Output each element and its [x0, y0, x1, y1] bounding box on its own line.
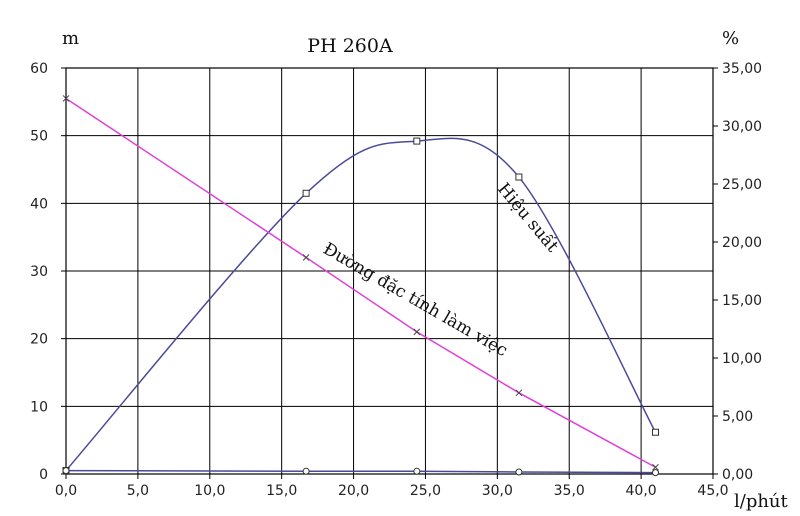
head-curve-annotation: Đường đặc tính làm việc	[320, 239, 511, 361]
left-axis-unit: m	[62, 28, 79, 49]
data-point-x	[413, 328, 421, 336]
y-right-tick-label: 15,00	[722, 293, 762, 309]
x-tick-label: 10,0	[194, 483, 225, 499]
x-tick-label: 45,0	[697, 483, 728, 499]
tick-labels: 0,0 5,0 10,0 15,0 20,0 25,0 30,0 35,0 40,0 45,0 0 1…	[30, 61, 762, 499]
y-left-tick-label: 60	[30, 61, 48, 77]
y-left-tick-label: 10	[30, 399, 48, 415]
right-axis-unit: %	[722, 28, 739, 49]
data-point-circle	[413, 467, 421, 475]
chart-title: PH 260A	[307, 35, 393, 57]
series-layer	[62, 95, 659, 477]
data-point-circle	[62, 467, 70, 475]
series-line-1	[65, 137, 657, 472]
x-axis-unit: l/phút	[734, 491, 789, 512]
data-point-square	[515, 173, 523, 181]
grid	[61, 67, 718, 479]
x-tick-label: 5,0	[127, 483, 149, 499]
y-right-tick-label: 25,00	[722, 177, 762, 193]
data-point-x	[302, 254, 310, 261]
data-point-x	[652, 463, 659, 471]
y-right-tick-label: 10,00	[722, 351, 762, 367]
efficiency-annotation: Hiệu suất	[493, 179, 562, 256]
y-right-tick-label: 35,00	[722, 61, 762, 77]
x-tick-label: 40,0	[626, 483, 657, 499]
x-tick-label: 25,0	[410, 483, 441, 499]
x-tick-label: 20,0	[338, 483, 369, 499]
series-line-2	[65, 97, 656, 468]
y-left-tick-label: 20	[30, 332, 48, 348]
data-point-x	[515, 389, 523, 397]
data-point-x	[62, 95, 70, 102]
plot-frame	[65, 67, 714, 475]
data-point-circle	[302, 467, 310, 475]
data-point-square	[413, 137, 421, 145]
data-point-square	[651, 428, 659, 436]
data-point-circle	[515, 468, 523, 476]
y-left-tick-label: 0	[39, 467, 48, 483]
x-tick-label: 0,0	[55, 483, 77, 499]
y-right-tick-label: 20,00	[722, 235, 762, 251]
y-right-tick-label: 5,00	[722, 409, 753, 425]
data-point-square	[302, 189, 310, 197]
series-line-3	[65, 469, 656, 474]
y-right-tick-label: 30,00	[722, 119, 762, 135]
x-tick-label: 35,0	[554, 483, 585, 499]
y-left-tick-label: 30	[30, 264, 48, 280]
x-tick-label: 15,0	[266, 483, 297, 499]
x-tick-label: 30,0	[482, 483, 513, 499]
y-left-tick-label: 50	[30, 129, 48, 145]
y-right-tick-label: 0,00	[722, 467, 753, 483]
data-point-circle	[651, 469, 659, 477]
y-left-tick-label: 40	[30, 196, 48, 212]
